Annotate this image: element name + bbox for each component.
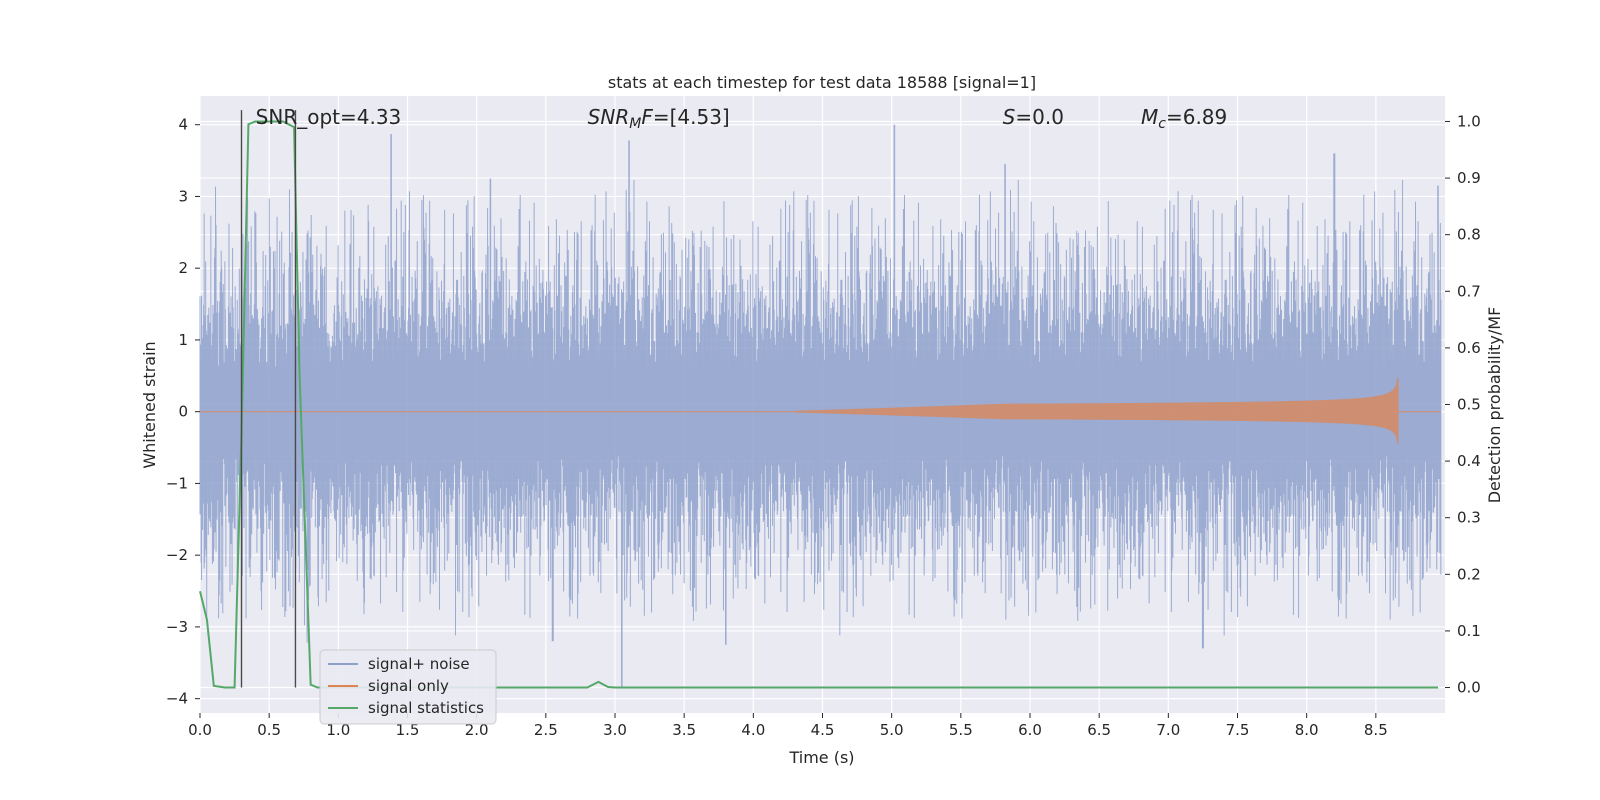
x-tick-label: 4.5 xyxy=(811,721,835,739)
annotation-snr_mf: SNRMF=[4.53] xyxy=(588,105,730,132)
series-layer xyxy=(199,120,1442,689)
y-tick-label-left: −2 xyxy=(166,546,188,564)
series-signal-plus-noise xyxy=(199,124,1442,688)
annotation-s-value: =0.0 xyxy=(1015,105,1064,129)
annotation-mc-symbol: M xyxy=(1141,105,1158,129)
x-tick-label: 4.0 xyxy=(741,721,765,739)
vertical-markers xyxy=(240,110,297,688)
y-tick-label-left: 4 xyxy=(178,116,188,134)
legend-label: signal statistics xyxy=(368,699,484,717)
x-tick-label: 2.5 xyxy=(534,721,558,739)
y-tick-label-left: −3 xyxy=(166,618,188,636)
annotation-snr-mf-sub: M xyxy=(629,116,641,132)
legend-label: signal+ noise xyxy=(368,655,470,673)
y-tick-label-right: 0.8 xyxy=(1457,226,1481,244)
annotation-s: S=0.0 xyxy=(1003,105,1064,129)
x-tick-label: 0.0 xyxy=(188,721,212,739)
x-tick-label: 5.5 xyxy=(949,721,973,739)
x-tick-label: 6.5 xyxy=(1087,721,1111,739)
legend-box xyxy=(319,649,497,725)
annotation-mc-sub: c xyxy=(1158,116,1166,132)
x-tick-label: 7.0 xyxy=(1156,721,1180,739)
annotation-mc-value: =6.89 xyxy=(1166,105,1227,129)
y-tick-label-right: 0.2 xyxy=(1457,565,1481,583)
annotation-s-symbol: S xyxy=(1003,105,1016,129)
y-tick-label-left: −1 xyxy=(166,474,188,492)
x-axis-label: Time (s) xyxy=(788,748,854,767)
annotation-snr-mf-part: F xyxy=(641,105,653,129)
x-tick-label: 3.0 xyxy=(603,721,627,739)
annotation-snr_opt: SNR_opt=4.33 xyxy=(256,105,402,129)
series-signal-statistics xyxy=(199,120,1439,689)
annotation-snr-mf-part: SNR xyxy=(588,105,630,129)
y-tick-label-left: 1 xyxy=(178,331,188,349)
y-tick-label-right: 0.3 xyxy=(1457,509,1481,527)
x-tick-label: 2.0 xyxy=(465,721,489,739)
y-tick-label-right: 0.1 xyxy=(1457,622,1481,640)
y-tick-label-right: 0.4 xyxy=(1457,452,1481,470)
y-tick-label-left: −4 xyxy=(166,690,188,708)
y-tick-label-right: 0.9 xyxy=(1457,169,1481,187)
x-tick-label: 8.5 xyxy=(1364,721,1388,739)
x-tick-label: 8.0 xyxy=(1295,721,1319,739)
y-tick-label-left: 3 xyxy=(178,187,188,205)
x-tick-label: 3.5 xyxy=(672,721,696,739)
y-axis-label-left: Whitened strain xyxy=(140,341,159,468)
x-tick-label: 0.5 xyxy=(257,721,281,739)
y-tick-labels-left: −4 −3 −2 −1 0 1 2 3 4 xyxy=(166,116,200,708)
x-tick-label: 7.5 xyxy=(1226,721,1250,739)
x-tick-label: 1.5 xyxy=(396,721,420,739)
annotations: SNR_opt=4.33 SNRMF=[4.53] S=0.0 Mc=6.89 xyxy=(256,105,1228,132)
y-tick-label-right: 1.0 xyxy=(1457,112,1481,130)
x-tick-label: 5.0 xyxy=(880,721,904,739)
y-tick-label-left: 2 xyxy=(178,259,188,277)
y-tick-label-right: 0.6 xyxy=(1457,339,1481,357)
series-signal-only xyxy=(200,377,1441,445)
legend-label: signal only xyxy=(368,677,449,695)
y-tick-label-right: 0.0 xyxy=(1457,679,1481,697)
x-tick-label: 6.0 xyxy=(1018,721,1042,739)
chart-title: stats at each timestep for test data 185… xyxy=(608,73,1036,92)
y-tick-label-right: 0.7 xyxy=(1457,282,1481,300)
annotation-mc: Mc=6.89 xyxy=(1141,105,1227,132)
y-tick-label-right: 0.5 xyxy=(1457,396,1481,414)
y-tick-label-left: 0 xyxy=(178,403,188,421)
x-tick-label: 1.0 xyxy=(326,721,350,739)
legend: signal+ noise signal only signal statistic… xyxy=(319,649,497,725)
y-tick-labels-right: 0.0 0.1 0.2 0.3 0.4 0.5 0.6 0.7 0.8 0.9 1.0 xyxy=(1445,112,1481,697)
annotation-snr-mf-value: =[4.53] xyxy=(653,105,730,129)
x-tick-labels: 0.0 0.5 1.0 1.5 2.0 2.5 3.0 3.5 4.0 4.5 5.0 5.5 6.0 6… xyxy=(188,713,1388,739)
y-axis-label-right: Detection probability/MF xyxy=(1485,307,1504,504)
